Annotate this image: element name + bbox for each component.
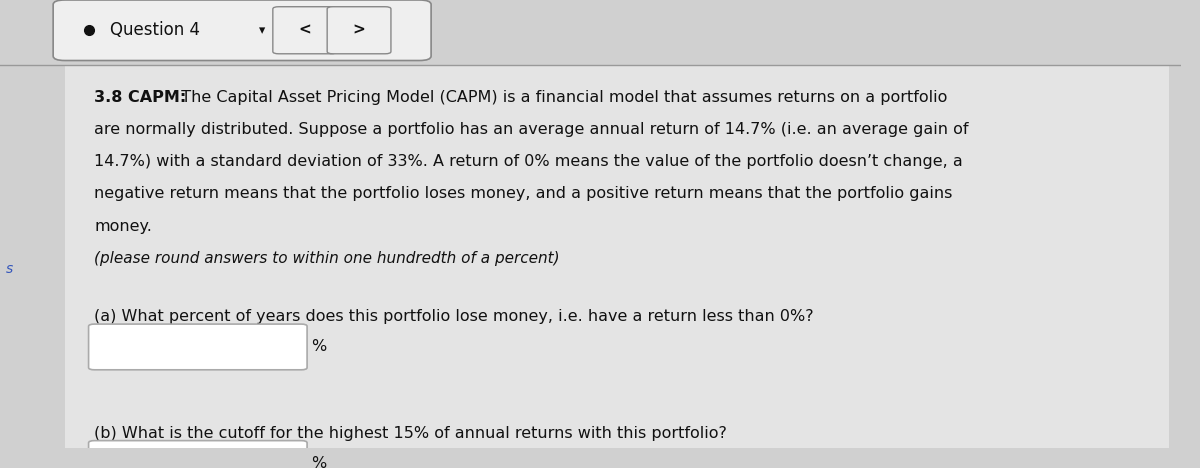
FancyBboxPatch shape bbox=[272, 7, 337, 54]
Text: %: % bbox=[311, 456, 326, 468]
Text: 3.8 CAPM:: 3.8 CAPM: bbox=[95, 90, 187, 105]
Text: 14.7%) with a standard deviation of 33%. A return of 0% means the value of the p: 14.7%) with a standard deviation of 33%.… bbox=[95, 154, 964, 169]
Text: (a) What percent of years does this portfolio lose money, i.e. have a return les: (a) What percent of years does this port… bbox=[95, 309, 814, 324]
Text: ▾: ▾ bbox=[259, 24, 265, 37]
Text: negative return means that the portfolio loses money, and a positive return mean: negative return means that the portfolio… bbox=[95, 186, 953, 201]
Text: money.: money. bbox=[95, 219, 152, 234]
Text: (b) What is the cutoff for the highest 15% of annual returns with this portfolio: (b) What is the cutoff for the highest 1… bbox=[95, 426, 727, 441]
Text: >: > bbox=[353, 23, 366, 38]
Text: %: % bbox=[311, 339, 326, 354]
Text: (please round answers to within one hundredth of a percent): (please round answers to within one hund… bbox=[95, 251, 560, 266]
FancyBboxPatch shape bbox=[89, 441, 307, 468]
FancyBboxPatch shape bbox=[53, 0, 431, 60]
Text: are normally distributed. Suppose a portfolio has an average annual return of 14: are normally distributed. Suppose a port… bbox=[95, 122, 968, 137]
Text: <: < bbox=[299, 23, 311, 38]
Text: Question 4: Question 4 bbox=[110, 21, 200, 39]
FancyBboxPatch shape bbox=[89, 324, 307, 370]
Text: The Capital Asset Pricing Model (CAPM) is a financial model that assumes returns: The Capital Asset Pricing Model (CAPM) i… bbox=[172, 90, 948, 105]
FancyBboxPatch shape bbox=[328, 7, 391, 54]
Text: s: s bbox=[6, 262, 13, 276]
Bar bbox=[65, 65, 1169, 448]
